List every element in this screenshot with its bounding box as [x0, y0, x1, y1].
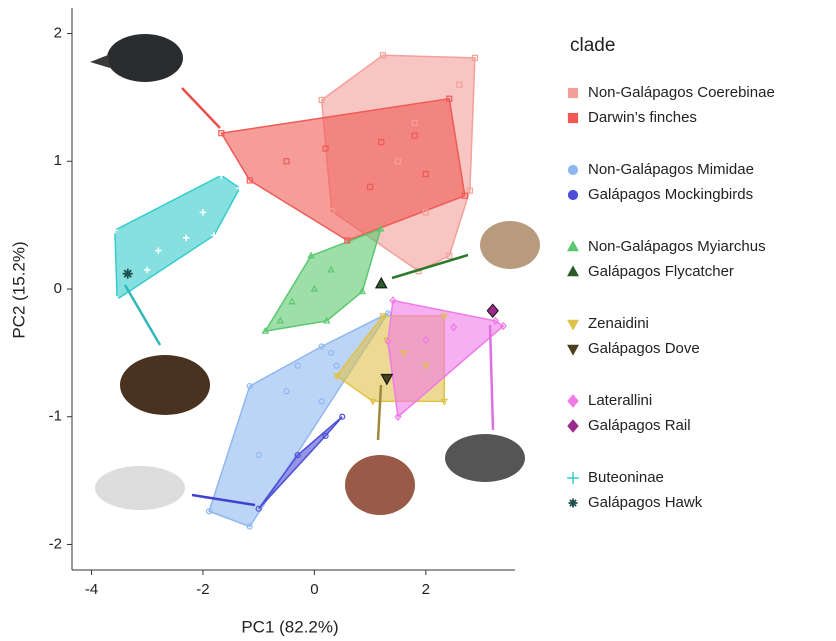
- rail-image: [445, 434, 525, 482]
- point: [376, 278, 387, 288]
- hull: [265, 229, 380, 331]
- legend-marker: [569, 89, 578, 98]
- legend-label: Buteoninae: [588, 469, 664, 486]
- legend-marker: [569, 114, 578, 123]
- legend-marker: [568, 320, 578, 329]
- point: [487, 304, 498, 317]
- y-tick-label: -1: [49, 408, 62, 425]
- legend-label: Galápagos Mockingbirds: [588, 186, 753, 203]
- legend-label: Galápagos Hawk: [588, 494, 703, 511]
- x-tick-label: 2: [422, 581, 430, 598]
- finch-image: [107, 34, 183, 82]
- mockingbird-image: [95, 466, 185, 510]
- x-tick-label: -4: [85, 581, 98, 598]
- legend-label: Galápagos Dove: [588, 340, 700, 357]
- legend-marker: [568, 345, 578, 354]
- y-tick-label: 0: [54, 280, 62, 297]
- legend-marker: [568, 420, 578, 432]
- x-axis-label: PC1 (82.2%): [241, 617, 338, 636]
- legend-marker: [568, 267, 578, 276]
- legend-label: Non-Galápagos Myiarchus: [588, 238, 766, 255]
- dove-image: [345, 455, 415, 515]
- legend-label: Laterallini: [588, 392, 652, 409]
- legend-marker: [568, 242, 578, 251]
- legend-marker: [567, 472, 579, 484]
- legend-marker: [568, 395, 578, 407]
- x-tick-label: -2: [196, 581, 209, 598]
- legend-label: Non-Galápagos Coerebinae: [588, 84, 775, 101]
- arrow: [125, 285, 160, 345]
- legend-label: Galápagos Flycatcher: [588, 263, 734, 280]
- legend-label: Darwin’s finches: [588, 109, 697, 126]
- flycatcher-image: [480, 221, 540, 269]
- chart: -4 -2 0 2 -2 -1 0 1 2 clade Non-Galápagos Coerebi…: [0, 0, 836, 641]
- legend-label: Galápagos Rail: [588, 417, 691, 434]
- arrow: [182, 88, 220, 128]
- legend-label: Zenaidini: [588, 315, 649, 332]
- y-tick-label: 2: [54, 25, 62, 42]
- y-tick-label: -2: [49, 535, 62, 552]
- hawk-image: [120, 355, 210, 415]
- legend-marker: [569, 166, 578, 175]
- y-axis-label: PC2 (15.2%): [9, 241, 28, 338]
- y-tick-label: 1: [54, 152, 62, 169]
- x-tick-label: 0: [310, 581, 318, 598]
- plot-area: -4 -2 0 2 -2 -1 0 1 2: [49, 8, 515, 598]
- legend-marker: [569, 191, 578, 200]
- legend-label: Non-Galápagos Mimidae: [588, 161, 754, 178]
- arrow: [490, 325, 493, 430]
- hull: [115, 175, 240, 299]
- legend-marker: [569, 499, 578, 508]
- legend: clade Non-Galápagos Coerebinae Darwin’s fi…: [567, 35, 775, 511]
- finch-beak: [90, 55, 110, 68]
- legend-title: clade: [570, 35, 615, 56]
